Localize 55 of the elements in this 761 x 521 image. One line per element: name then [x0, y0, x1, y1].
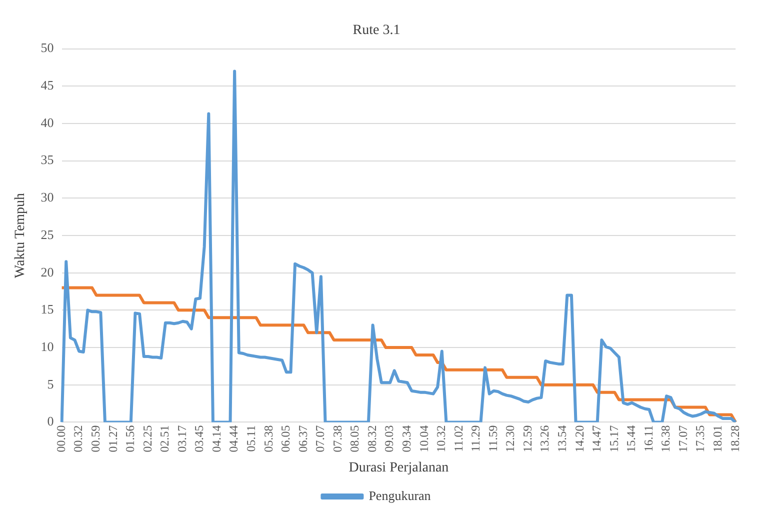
x-tick-label: 15.17: [606, 425, 621, 452]
x-tick-label: 13.26: [538, 425, 552, 452]
x-tick-label: 11.59: [486, 425, 500, 452]
x-tick-label: 14.20: [572, 425, 586, 452]
x-tick-label: 07.38: [330, 425, 344, 452]
x-tick-label: 09.34: [399, 425, 414, 452]
x-tick-label: 12.30: [503, 425, 518, 452]
x-tick-label: 17.35: [693, 425, 708, 452]
x-tick-label: 04.14: [209, 425, 224, 452]
x-tick-label: 18.28: [728, 425, 742, 452]
x-axis-title: Durasi Perjalanan: [348, 460, 449, 476]
x-tick-label: 06.05: [278, 425, 293, 452]
y-tick-label: 30: [40, 190, 54, 205]
x-tick-label: 16.11: [641, 425, 656, 452]
x-tick-label: 15.44: [624, 425, 638, 452]
y-tick-label: 50: [40, 40, 54, 56]
x-tick-label: 16.38: [658, 425, 673, 452]
x-tick-label: 00.32: [71, 425, 86, 452]
chart-title: Rute 3.1: [352, 23, 400, 38]
y-tick-label: 20: [40, 264, 54, 280]
x-tick-label: 13.54: [554, 425, 569, 452]
x-tick-label: 03.45: [192, 425, 206, 452]
x-tick-label: 12.59: [520, 425, 534, 452]
x-tick-label: 01.27: [106, 425, 120, 452]
x-tick-label: 09.03: [382, 425, 396, 452]
x-tick-label: 00.00: [54, 425, 68, 452]
x-tick-label: 07.07: [313, 425, 328, 452]
y-tick-label: 25: [40, 226, 54, 242]
x-tick-label: 04.44: [226, 425, 241, 452]
x-tick-label: 08.32: [364, 425, 379, 452]
x-tick-label: 18.01: [710, 425, 724, 452]
x-tick-label: 02.25: [140, 425, 154, 452]
x-tick-label: 08.05: [348, 425, 362, 452]
y-axis-title: Waktu Tempuh: [13, 192, 28, 278]
x-tick-label: 14.47: [590, 425, 604, 452]
x-tick-label: 03.17: [174, 425, 189, 452]
x-tick-label: 10.32: [434, 425, 448, 452]
x-tick-label: 11.02: [451, 425, 466, 452]
x-tick-label: 06.37: [296, 425, 310, 452]
x-tick-label: 17.07: [676, 425, 690, 452]
y-tick-label: 0: [47, 414, 54, 429]
x-tick-label: 02.51: [158, 425, 172, 452]
y-tick-label: 10: [40, 338, 54, 354]
x-tick-label: 01.56: [123, 425, 138, 452]
x-tick-label: 05.11: [244, 425, 258, 452]
x-tick-label: 00.59: [88, 425, 103, 452]
y-tick-label: 45: [40, 78, 54, 93]
x-tick-label: 11.29: [468, 425, 483, 452]
y-tick-label: 15: [40, 302, 54, 317]
y-tick-label: 5: [47, 376, 54, 392]
x-tick-label: 10.04: [416, 425, 431, 452]
y-tick-label: 35: [40, 152, 54, 168]
x-tick-label: 05.38: [261, 425, 276, 452]
y-tick-label: 40: [40, 114, 54, 130]
legend-label: Pengukuran: [368, 488, 432, 503]
